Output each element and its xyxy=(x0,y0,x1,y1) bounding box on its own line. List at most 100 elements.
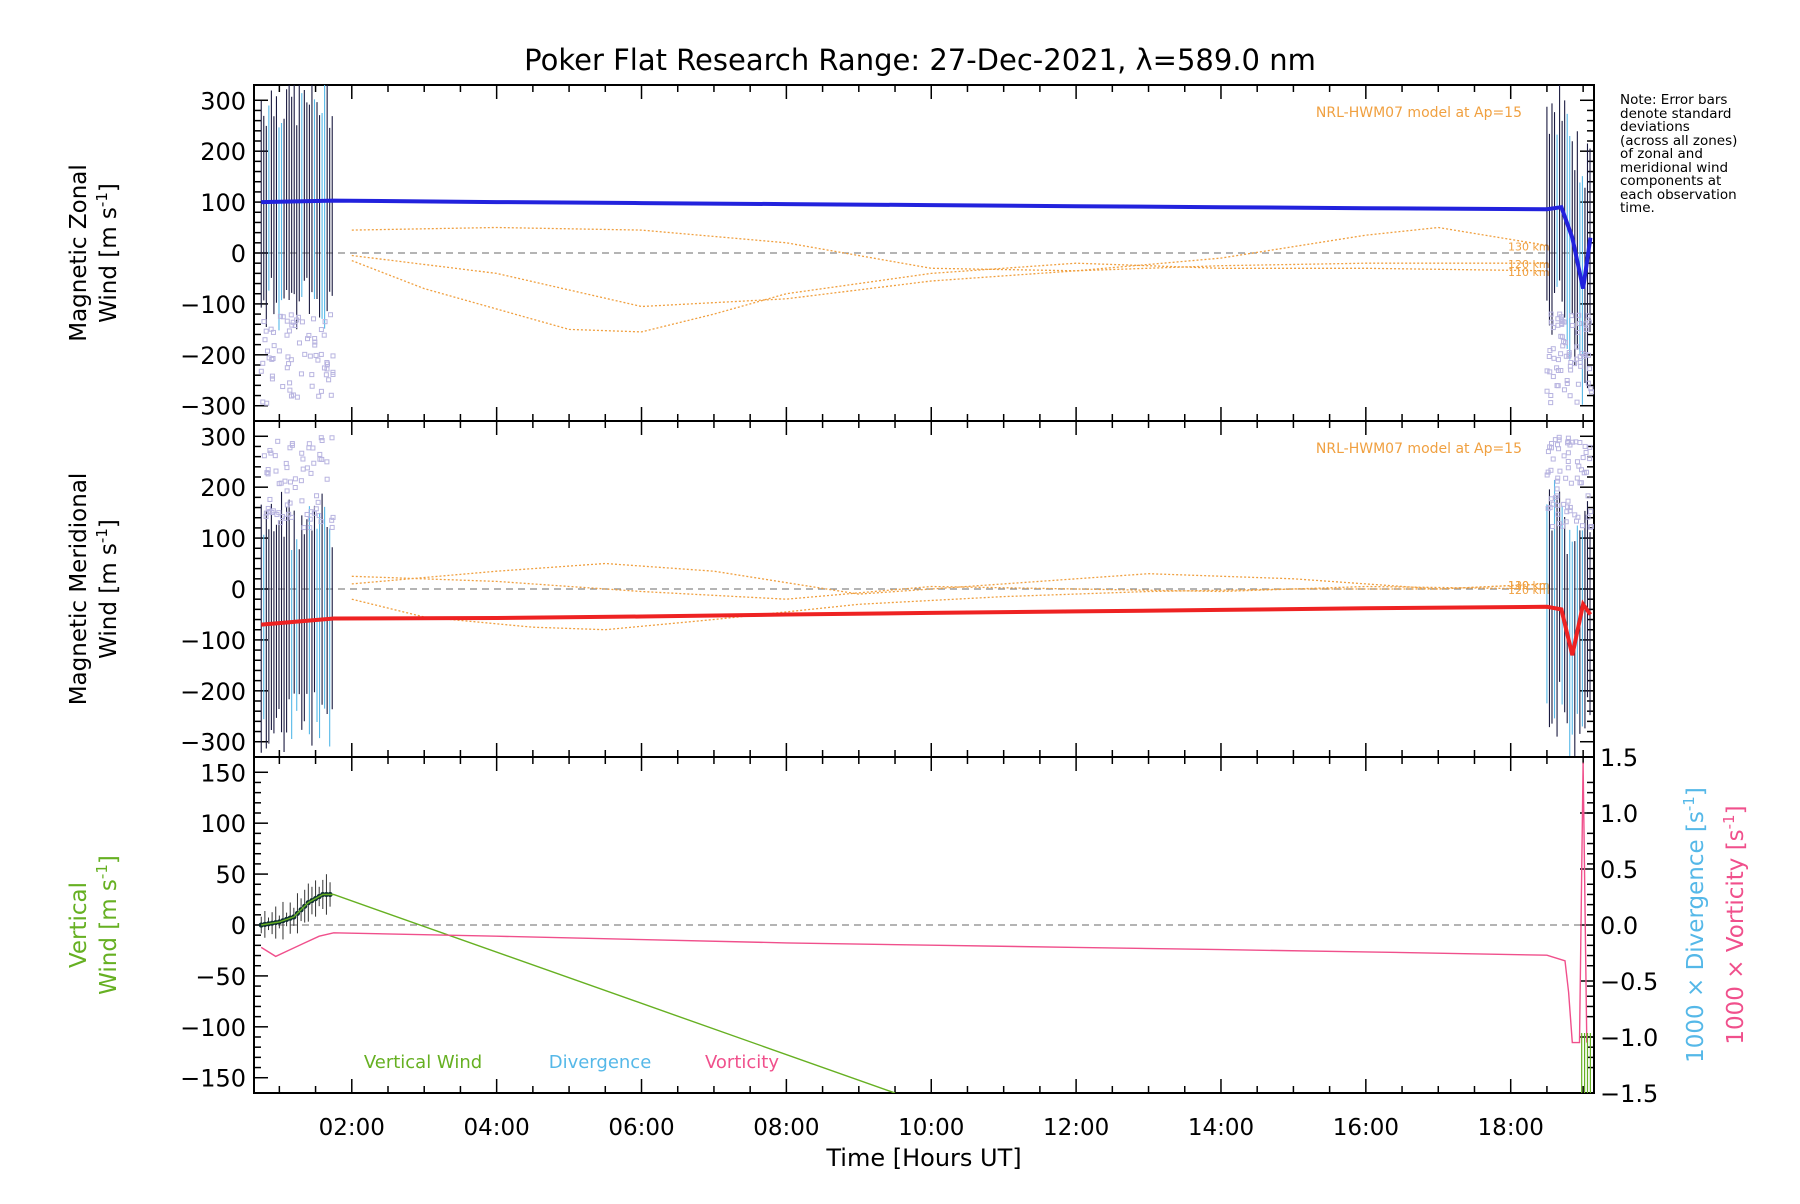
zone-sample-marker xyxy=(1547,369,1553,375)
zone-sample-marker xyxy=(323,372,329,378)
zone-sample-marker xyxy=(318,519,324,525)
zone-sample-marker xyxy=(330,514,336,520)
zone-sample-marker xyxy=(330,353,336,359)
zone-sample-marker xyxy=(1585,313,1591,319)
zone-sample-marker xyxy=(325,361,331,367)
zone-sample-marker xyxy=(306,332,312,338)
zone-sample-marker xyxy=(280,384,286,390)
y-axis-label-line1: Magnetic Zonal xyxy=(66,164,92,342)
zone-sample-marker xyxy=(306,441,312,447)
zone-sample-marker xyxy=(289,514,295,520)
zone-sample-marker xyxy=(1579,350,1585,356)
zone-sample-marker xyxy=(1577,440,1583,446)
zone-sample-marker xyxy=(309,383,315,389)
zone-sample-marker xyxy=(1579,467,1585,473)
zone-sample-marker xyxy=(330,371,336,377)
zone-sample-marker xyxy=(1562,340,1568,346)
zone-sample-marker xyxy=(324,476,330,482)
zone-sample-marker xyxy=(1575,330,1581,336)
legend-entry: Vorticity xyxy=(705,1052,779,1073)
zone-sample-marker xyxy=(267,496,273,502)
zone-sample-marker xyxy=(1550,501,1556,507)
zone-sample-marker xyxy=(1588,523,1594,529)
zone-sample-marker xyxy=(1574,344,1580,350)
zone-sample-marker xyxy=(288,393,294,399)
zone-sample-marker xyxy=(1548,496,1554,502)
zone-sample-marker xyxy=(301,525,307,531)
zone-sample-marker xyxy=(1547,505,1553,511)
panel-frame xyxy=(253,756,1595,1094)
zone-sample-marker xyxy=(318,327,324,333)
zone-sample-marker xyxy=(1565,440,1571,446)
zone-sample-marker xyxy=(287,387,293,393)
zone-sample-marker xyxy=(1588,509,1594,515)
zone-sample-marker xyxy=(308,470,314,476)
right-tick-label: −1.5 xyxy=(1600,1080,1658,1108)
y-tick-label: 0 xyxy=(231,576,246,604)
zone-sample-marker xyxy=(307,516,313,522)
zone-sample-marker xyxy=(1546,353,1552,359)
y-tick-label: 300 xyxy=(200,87,246,115)
zone-sample-marker xyxy=(317,451,323,457)
zone-sample-marker xyxy=(1565,498,1571,504)
zone-sample-marker xyxy=(292,485,298,491)
zone-sample-marker xyxy=(1583,469,1589,475)
zone-sample-marker xyxy=(298,371,304,377)
x-axis-label: Time [Hours UT] xyxy=(825,1144,1021,1172)
y-tick-label: −300 xyxy=(180,729,246,757)
y-tick-label: −300 xyxy=(180,393,246,421)
zone-sample-marker xyxy=(1565,458,1571,464)
zone-sample-marker xyxy=(1581,353,1587,359)
zone-sample-marker xyxy=(1545,469,1551,475)
zone-sample-marker xyxy=(258,368,264,374)
zone-sample-marker xyxy=(287,380,293,386)
x-tick-label: 12:00 xyxy=(1043,1115,1109,1141)
zone-sample-marker xyxy=(268,450,274,456)
y-axis-label-exponent: -1 xyxy=(93,528,111,543)
zone-sample-marker xyxy=(1558,351,1564,357)
zone-sample-marker xyxy=(288,312,294,318)
zone-sample-marker xyxy=(1556,446,1562,452)
y-tick-label: −200 xyxy=(180,342,246,370)
y-axis-label-line2: Wind [m s-1] xyxy=(93,855,122,995)
note-line: Note: Error bars xyxy=(1620,92,1728,108)
right-axis-label-main: 1000 × Vorticity [s xyxy=(1723,829,1749,1044)
wind-series-line xyxy=(261,599,1593,656)
zone-sample-marker xyxy=(321,332,327,338)
zone-sample-marker xyxy=(1574,459,1580,465)
zone-sample-marker xyxy=(1565,504,1571,510)
zone-sample-marker xyxy=(318,351,324,357)
zone-sample-marker xyxy=(284,332,290,338)
zone-sample-marker xyxy=(292,323,298,329)
zone-sample-marker xyxy=(1587,444,1593,450)
zone-sample-marker xyxy=(298,478,304,484)
zone-sample-marker xyxy=(1547,348,1553,354)
zone-sample-marker xyxy=(275,438,281,444)
zone-sample-marker xyxy=(313,352,319,358)
y-tick-label: 200 xyxy=(200,474,246,502)
zone-sample-marker xyxy=(269,376,275,382)
zone-sample-marker xyxy=(1554,442,1560,448)
zone-sample-marker xyxy=(1550,456,1556,462)
model-curve xyxy=(351,226,1548,272)
zone-sample-marker xyxy=(286,361,292,367)
zone-sample-marker xyxy=(1587,524,1593,530)
vorticity-axis-label: 1000 × Vorticity [s-1] xyxy=(1720,805,1749,1044)
zone-sample-marker xyxy=(1565,435,1571,441)
zone-sample-marker xyxy=(1558,314,1564,320)
zone-sample-marker xyxy=(1579,523,1585,529)
zone-sample-marker xyxy=(294,394,300,400)
zone-sample-marker xyxy=(269,373,275,379)
y-tick-label: 50 xyxy=(215,861,246,889)
zone-sample-marker xyxy=(302,351,308,357)
y-axis-label-bracket: ] xyxy=(96,183,122,192)
zone-sample-marker xyxy=(316,393,322,399)
zone-sample-marker xyxy=(264,470,270,476)
y-tick-label: −100 xyxy=(180,627,246,655)
zone-sample-marker xyxy=(1575,381,1581,387)
vorticity-line xyxy=(260,762,1588,1044)
zone-sample-marker xyxy=(304,465,310,471)
zone-sample-marker xyxy=(289,322,295,328)
divergence-axis-label: 1000 × Divergence [s-1] xyxy=(1680,787,1709,1063)
